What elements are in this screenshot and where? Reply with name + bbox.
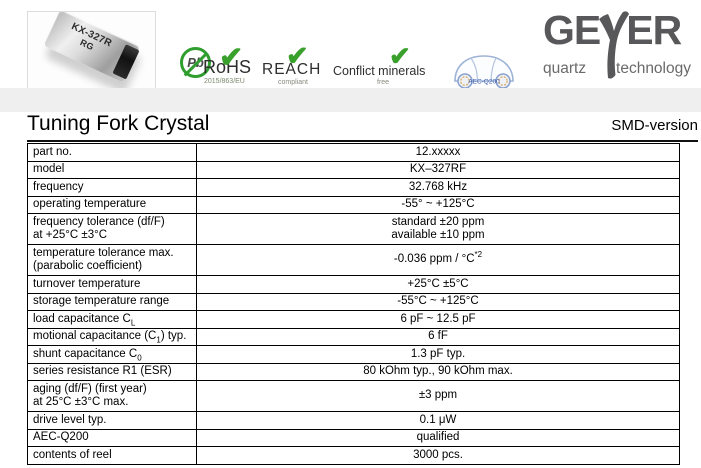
package-marking: KX-327R RG xyxy=(55,16,124,64)
reach-label: REACH xyxy=(262,61,322,78)
param-label: load capacitance CL xyxy=(27,310,197,329)
version-label: SMD-version xyxy=(611,117,698,134)
param-value: 32.768 kHz xyxy=(196,178,680,197)
conflict-minerals-check-icon: ✔ xyxy=(389,41,411,71)
param-value: +25°C ±5°C xyxy=(196,275,680,294)
param-value: ±3 ppm xyxy=(196,380,680,412)
brand-y-icon xyxy=(599,11,629,79)
aec-q200-car-label: AEC-Q200 xyxy=(468,79,500,86)
table-row: temperature tolerance max. (parabolic coe… xyxy=(27,244,680,276)
param-value: -55° ~ +125°C xyxy=(196,195,680,214)
param-label: motional capacitance (C1) typ. xyxy=(27,327,197,346)
brand-name-right: ER xyxy=(626,7,682,53)
table-row: series resistance R1 (ESR) 80 kOhm typ., … xyxy=(27,362,680,381)
table-row: contents of reel 3000 pcs. xyxy=(27,446,680,465)
header-divider-band xyxy=(0,88,701,112)
param-value: qualified xyxy=(196,428,680,447)
conflict-minerals-label: Conflict minerals xyxy=(333,64,426,78)
brand-tagline: quartz technology xyxy=(543,60,691,78)
table-row: turnover temperature +25°C ±5°C xyxy=(27,275,680,294)
reach-sublabel: compliant xyxy=(278,79,308,86)
param-value: 1.3 pF typ. xyxy=(196,345,680,364)
param-label: frequency xyxy=(27,178,197,197)
table-row: shunt capacitance C0 1.3 pF typ. xyxy=(27,345,680,364)
pb-free-label: Pb xyxy=(187,55,204,70)
conflict-minerals-sublabel: free xyxy=(377,79,390,86)
param-value: KX–327RF xyxy=(196,160,680,179)
table-row: load capacitance CL 6 pF ~ 12.5 pF xyxy=(27,310,680,329)
param-value: 80 kOhm typ., 90 kOhm max. xyxy=(196,362,680,381)
param-label: model xyxy=(27,160,197,179)
param-value: 6 fF xyxy=(196,327,680,346)
param-label: operating temperature xyxy=(27,195,197,214)
brand-name: GE ER xyxy=(543,7,691,53)
product-photo: KX-327R RG xyxy=(27,11,156,90)
table-row: AEC-Q200 qualified xyxy=(27,428,680,447)
rohs-sublabel: 2015/863/EU xyxy=(204,78,245,85)
table-row: drive level typ. 0.1 μW xyxy=(27,411,680,430)
rohs-label: RoHS xyxy=(203,57,252,77)
brand-name-left: GE xyxy=(543,7,601,53)
spec-table: part no. 12.xxxxx model KX–327RF frequency 32… xyxy=(27,143,680,465)
param-label: drive level typ. xyxy=(27,411,197,430)
brand-logo: GE ER quartz technology xyxy=(543,7,691,85)
brand-tagline-left: quartz xyxy=(543,60,587,77)
param-label: contents of reel xyxy=(27,446,197,465)
reach-check-icon: ✔ xyxy=(286,41,309,71)
rohs-check-icon: ✔ xyxy=(219,42,244,74)
param-value: -0.036 ppm / °C*2 xyxy=(196,244,680,276)
table-row: storage temperature range -55°C ~ +125°C xyxy=(27,292,680,311)
param-label: storage temperature range xyxy=(27,292,197,311)
param-value: 12.xxxxx xyxy=(196,143,680,162)
aec-q200-car-icon: AEC-Q200 xyxy=(454,55,514,89)
header: KX-327R RG Pb RoHS ✔ 2015/863/EU REACH ✔… xyxy=(0,0,701,90)
param-value: 0.1 μW xyxy=(196,411,680,430)
param-label: frequency tolerance (df/F) at +25°C ±3°C xyxy=(27,213,197,245)
param-label: aging (df/F) (first year) at 25°C ±3°C ma… xyxy=(27,380,197,412)
table-row: model KX–327RF xyxy=(27,160,680,179)
pb-free-icon: Pb xyxy=(180,47,211,78)
table-row: operating temperature -55° ~ +125°C xyxy=(27,195,680,214)
table-row: motional capacitance (C1) typ. 6 fF xyxy=(27,327,680,346)
page-title: Tuning Fork Crystal xyxy=(27,112,210,135)
param-label: series resistance R1 (ESR) xyxy=(27,362,197,381)
param-value: -55°C ~ +125°C xyxy=(196,292,680,311)
title-bar: Tuning Fork Crystal SMD-version xyxy=(27,112,698,142)
param-label: part no. xyxy=(27,143,197,162)
param-label: shunt capacitance C0 xyxy=(27,345,197,364)
param-label: turnover temperature xyxy=(27,275,197,294)
param-label: AEC-Q200 xyxy=(27,428,197,447)
param-value: standard ±20 ppm available ±10 ppm xyxy=(196,213,680,245)
brand-tagline-right: technology xyxy=(616,60,691,77)
param-value: 3000 pcs. xyxy=(196,446,680,465)
table-row: frequency tolerance (df/F) at +25°C ±3°C s… xyxy=(27,213,680,245)
param-value: 6 pF ~ 12.5 pF xyxy=(196,310,680,329)
crystal-package: KX-327R RG xyxy=(43,12,141,83)
table-row: aging (df/F) (first year) at 25°C ±3°C ma… xyxy=(27,380,680,412)
table-row: part no. 12.xxxxx xyxy=(27,143,680,162)
table-row: frequency 32.768 kHz xyxy=(27,178,680,197)
param-label: temperature tolerance max. (parabolic coe… xyxy=(27,244,197,276)
